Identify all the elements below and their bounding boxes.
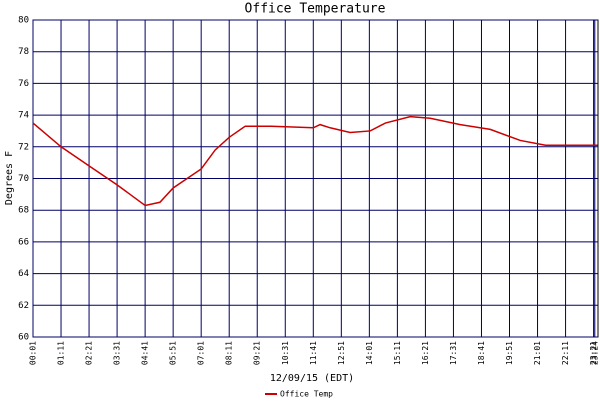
chart-title: Office Temperature [245,2,386,17]
x-tick-label: 02:21 [85,341,94,365]
legend-label: Office Temp [280,390,333,399]
y-tick-label: 72 [18,142,29,152]
x-tick-label: 11:41 [309,341,318,365]
x-tick-label: 18:41 [477,341,486,365]
y-tick-label: 76 [18,79,29,89]
y-tick-label: 66 [18,237,29,247]
y-tick-label: 68 [18,206,29,216]
y-tick-label: 70 [18,174,29,184]
x-tick-label: 16:21 [421,341,430,365]
y-tick-label: 62 [18,301,29,311]
x-tick-label: 04:41 [141,341,150,365]
x-tick-label: 23:21 [589,341,598,365]
x-tick-label: 21:01 [533,341,542,365]
x-tick-label: 12:51 [337,341,346,365]
x-tick-label: 17:31 [449,341,458,365]
x-tick-label: 14:01 [365,341,374,365]
x-tick-label: 07:01 [197,341,206,365]
x-tick-label: 01:11 [57,341,66,365]
y-axis-title: Degrees F [4,151,15,205]
y-tick-label: 74 [18,111,29,121]
x-axis-title: 12/09/15 (EDT) [270,373,354,384]
data-line [32,115,598,207]
x-tick-label: 00:01 [29,341,38,365]
x-tick-label: 23:24 [590,341,599,365]
x-tick-label: 09:21 [253,341,262,365]
y-tick-label: 78 [18,47,29,57]
x-tick-label: 03:31 [113,341,122,365]
x-tick-label: 10:31 [281,341,290,365]
x-tick-label: 22:11 [561,341,570,365]
x-tick-label: 05:51 [169,341,178,365]
y-tick-label: 64 [18,269,29,279]
y-tick-label: 60 [18,333,29,343]
x-tick-label: 08:11 [225,341,234,365]
y-tick-label: 80 [18,16,29,26]
x-tick-label: 19:51 [505,341,514,365]
x-tick-label: 15:11 [393,341,402,365]
